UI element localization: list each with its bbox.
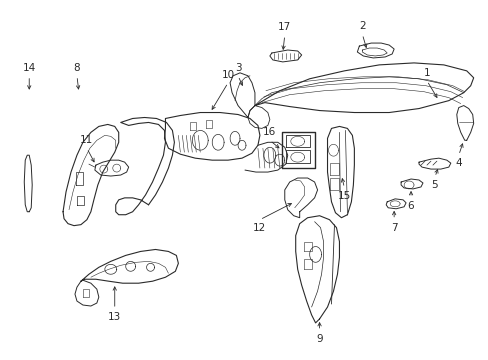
Text: 17: 17 [278, 22, 291, 32]
Text: 12: 12 [253, 222, 266, 233]
Text: 7: 7 [390, 222, 397, 233]
Text: 16: 16 [263, 127, 276, 138]
Text: 15: 15 [337, 191, 350, 201]
Text: 2: 2 [358, 21, 365, 31]
Text: 8: 8 [74, 63, 80, 73]
Text: 4: 4 [454, 158, 461, 168]
Text: 14: 14 [22, 63, 36, 73]
Text: 3: 3 [234, 63, 241, 73]
Text: 10: 10 [221, 70, 234, 80]
Text: 1: 1 [423, 68, 429, 78]
Text: 11: 11 [80, 135, 93, 145]
Text: 6: 6 [407, 201, 413, 211]
Text: 13: 13 [108, 312, 121, 322]
Text: 5: 5 [431, 180, 437, 190]
Text: 9: 9 [316, 334, 322, 344]
